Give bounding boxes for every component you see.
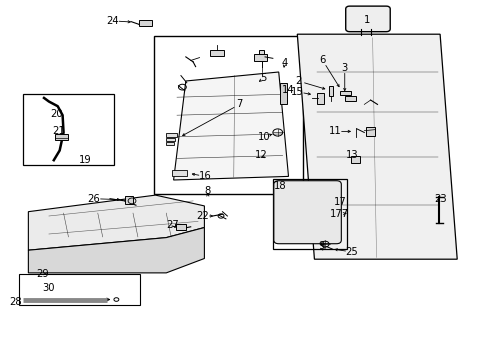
Bar [166, 133, 177, 137]
Text: 30: 30 [42, 283, 55, 293]
Text: 28: 28 [9, 297, 22, 307]
Text: 14: 14 [282, 85, 294, 95]
Bar [272, 179, 346, 249]
Bar [210, 50, 224, 56]
Bar [344, 96, 355, 101]
Text: 8: 8 [204, 186, 210, 196]
Bar [172, 170, 186, 176]
Text: 3: 3 [341, 63, 347, 73]
Text: 19: 19 [79, 155, 92, 165]
Bar [176, 224, 185, 230]
Text: 12: 12 [255, 150, 267, 160]
Polygon shape [297, 34, 456, 259]
Text: 9: 9 [318, 241, 325, 251]
Bar [166, 138, 175, 141]
Text: 26: 26 [87, 194, 100, 204]
Text: 5: 5 [259, 73, 266, 84]
Bar [279, 83, 286, 104]
Text: 24: 24 [106, 16, 119, 26]
Text: 25: 25 [345, 247, 358, 257]
FancyBboxPatch shape [345, 6, 389, 32]
Text: 29: 29 [37, 269, 49, 279]
Bar [365, 127, 374, 136]
Text: 11: 11 [328, 126, 341, 136]
Text: 4: 4 [281, 58, 287, 68]
Bar [316, 93, 324, 104]
Polygon shape [28, 195, 204, 250]
Text: 2: 2 [294, 76, 301, 86]
Bar [139, 20, 151, 26]
Text: 7: 7 [236, 99, 243, 109]
Text: 27: 27 [165, 220, 178, 230]
Text: 6: 6 [319, 55, 325, 66]
Bar [339, 91, 350, 95]
FancyBboxPatch shape [273, 181, 341, 244]
Bar [23, 94, 114, 165]
Bar [328, 86, 333, 96]
Text: 16: 16 [199, 171, 211, 181]
Polygon shape [28, 228, 204, 273]
Bar [254, 54, 266, 61]
Text: 21: 21 [52, 126, 65, 136]
Text: 10: 10 [257, 132, 270, 142]
Bar [350, 156, 359, 163]
Polygon shape [173, 72, 288, 180]
Bar [19, 274, 140, 305]
Text: 20: 20 [50, 109, 62, 120]
Text: 13: 13 [345, 150, 358, 160]
Text: 22: 22 [196, 211, 209, 221]
Bar [166, 142, 174, 145]
Text: 17: 17 [333, 197, 346, 207]
Bar [259, 50, 264, 61]
Bar [154, 36, 303, 194]
Text: 18: 18 [273, 181, 285, 192]
Bar [124, 196, 133, 204]
Text: 15: 15 [290, 87, 303, 97]
Text: 177: 177 [329, 209, 349, 219]
Bar [55, 134, 68, 140]
Text: 23: 23 [433, 194, 446, 204]
Text: 1: 1 [363, 15, 369, 25]
